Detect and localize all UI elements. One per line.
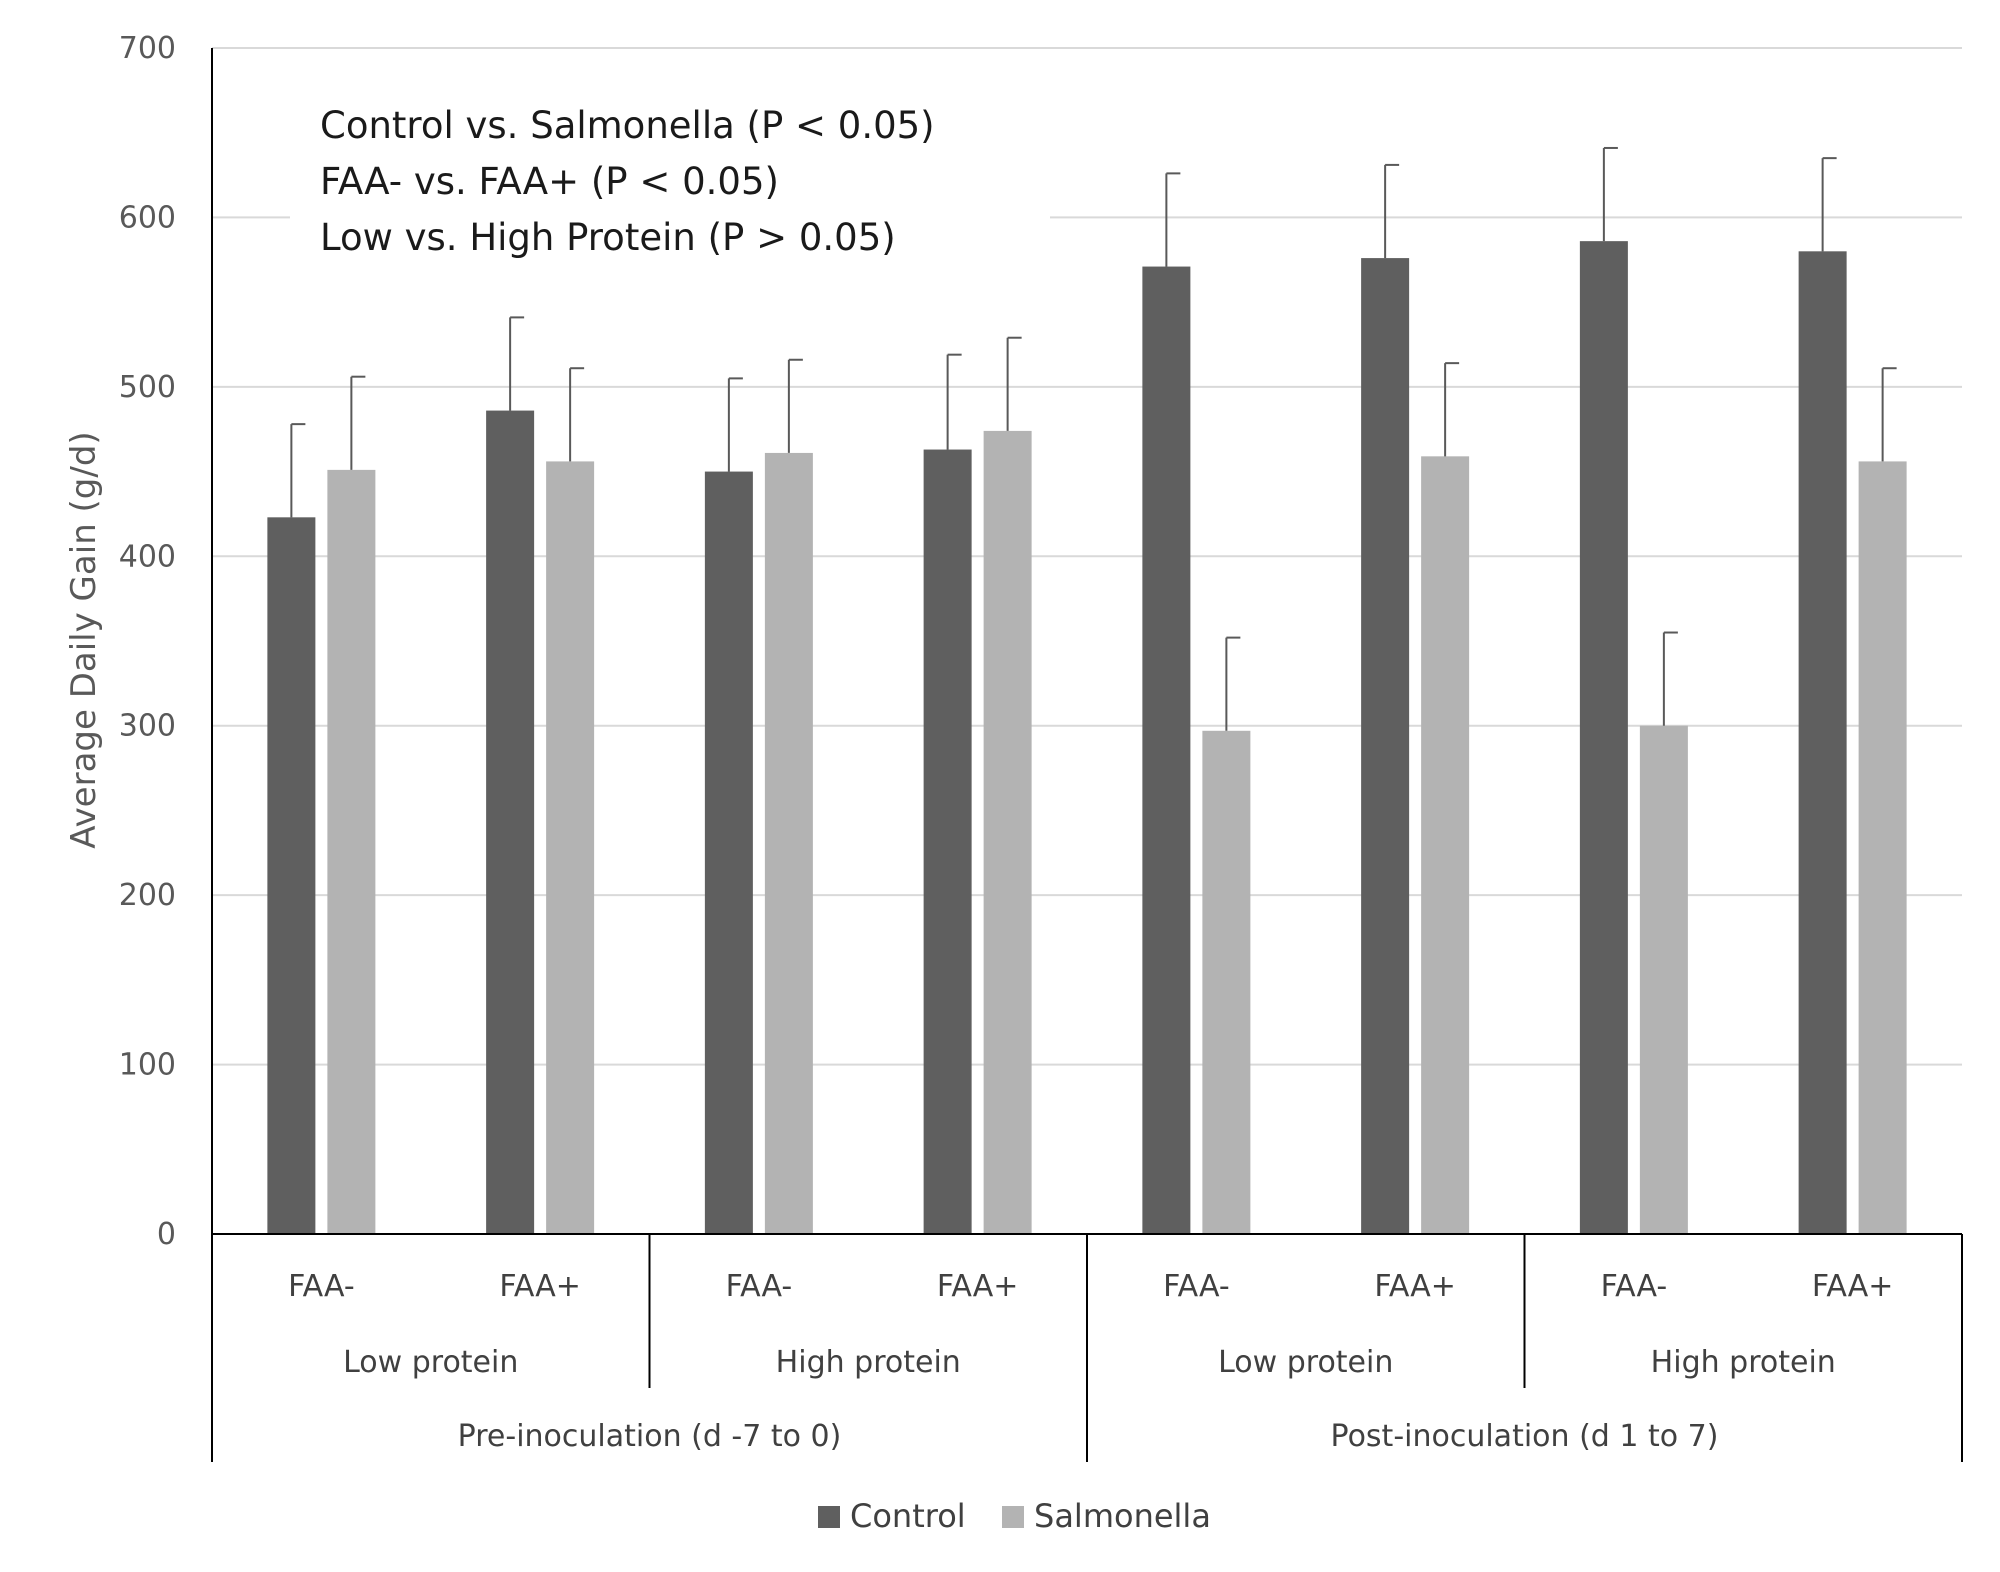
- legend-label-salmonella: Salmonella: [1034, 1497, 1211, 1535]
- y-tick-label-2: 200: [119, 878, 176, 913]
- category-label-5: FAA+: [1374, 1269, 1456, 1304]
- legend-swatch-control: [818, 1506, 840, 1528]
- y-tick-label-6: 600: [119, 200, 176, 235]
- bar-control-0: [267, 517, 316, 1234]
- error-bars: [290, 146, 1897, 731]
- annotations: Control vs. Salmonella (P < 0.05) FAA- v…: [320, 104, 935, 259]
- bar-salmonella-1: [546, 461, 595, 1234]
- axes: [211, 48, 1963, 1462]
- period-group-label-1: Post-inoculation (d 1 to 7): [1331, 1419, 1719, 1454]
- y-tick-label-0: 0: [157, 1217, 176, 1252]
- legend: Control Salmonella: [818, 1497, 1211, 1535]
- bar-salmonella-4: [1202, 730, 1251, 1234]
- annotation-0: Control vs. Salmonella (P < 0.05): [320, 104, 935, 147]
- period-group-label-0: Pre-inoculation (d -7 to 0): [458, 1419, 842, 1454]
- bar-salmonella-3: [983, 430, 1032, 1234]
- bars: [267, 241, 1907, 1235]
- bar-control-5: [1361, 258, 1410, 1234]
- category-label-6: FAA-: [1601, 1269, 1668, 1304]
- bar-salmonella-6: [1639, 725, 1688, 1234]
- protein-group-label-1: High protein: [776, 1345, 961, 1380]
- bar-control-1: [486, 410, 535, 1234]
- protein-group-label-2: Low protein: [1218, 1345, 1393, 1380]
- category-label-7: FAA+: [1812, 1269, 1894, 1304]
- y-tick-labels: 0 100 200 300 400 500 600 700: [119, 31, 176, 1252]
- protein-group-label-3: High protein: [1651, 1345, 1836, 1380]
- category-label-2: FAA-: [726, 1269, 793, 1304]
- y-tick-label-5: 500: [119, 370, 176, 405]
- bar-control-6: [1579, 241, 1628, 1235]
- y-tick-label-7: 700: [119, 31, 176, 66]
- y-tick-label-3: 300: [119, 709, 176, 744]
- y-tick-label-4: 400: [119, 539, 176, 574]
- bar-salmonella-5: [1421, 456, 1470, 1234]
- y-tick-label-1: 100: [119, 1048, 176, 1083]
- protein-group-label-0: Low protein: [343, 1345, 518, 1380]
- annotation-2: Low vs. High Protein (P > 0.05): [320, 216, 896, 259]
- category-label-1: FAA+: [499, 1269, 581, 1304]
- legend-label-control: Control: [850, 1497, 966, 1535]
- category-label-0: FAA-: [288, 1269, 355, 1304]
- category-label-3: FAA+: [937, 1269, 1019, 1304]
- bar-control-4: [1142, 266, 1191, 1234]
- bar-salmonella-7: [1858, 461, 1907, 1234]
- legend-swatch-salmonella: [1002, 1506, 1024, 1528]
- bar-salmonella-2: [764, 452, 813, 1234]
- bar-control-2: [704, 471, 753, 1235]
- annotation-1: FAA- vs. FAA+ (P < 0.05): [320, 160, 779, 203]
- y-axis-title: Average Daily Gain (g/d): [64, 431, 104, 848]
- bar-control-3: [923, 449, 972, 1234]
- annotation-background: [290, 90, 1050, 275]
- category-labels: FAA- FAA+ FAA- FAA+ FAA- FAA+ FAA- FAA+ Low prot…: [288, 1269, 1893, 1454]
- bar-control-7: [1798, 251, 1847, 1235]
- bar-salmonella-0: [327, 469, 376, 1234]
- category-label-4: FAA-: [1163, 1269, 1230, 1304]
